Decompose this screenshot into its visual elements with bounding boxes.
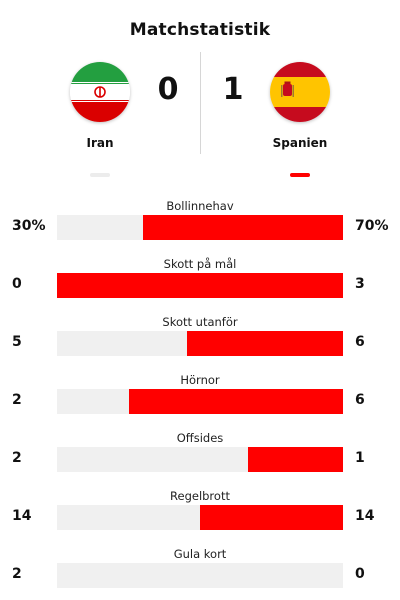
stat-row-corners: Hörnor 2 6 — [0, 373, 400, 421]
stat-row-shots-on-target: Skott på mål 0 3 — [0, 257, 400, 305]
stat-away-value: 1 — [355, 450, 365, 466]
stat-away-value: 6 — [355, 392, 365, 408]
stat-label: Regelbrott — [170, 489, 230, 503]
stat-away-value: 14 — [355, 508, 375, 524]
stat-row-possession: Bollinnehav 30% 70% — [0, 199, 400, 247]
stat-row-offsides: Offsides 2 1 — [0, 431, 400, 479]
stat-label: Skott på mål — [163, 257, 237, 271]
stat-bar — [57, 505, 343, 530]
home-team-name: Iran — [86, 136, 114, 150]
stat-away-value: 0 — [355, 566, 365, 582]
iran-flag-icon — [70, 62, 130, 122]
stat-home-value: 2 — [12, 566, 22, 582]
stat-home-value: 5 — [12, 334, 22, 350]
stat-label: Offsides — [176, 431, 224, 445]
stat-home-value: 14 — [12, 508, 32, 524]
stat-bar-fill — [57, 273, 343, 298]
away-team: Spanien — [265, 62, 335, 150]
stat-home-value: 2 — [12, 450, 22, 466]
stat-bar — [57, 389, 343, 414]
stat-home-value: 0 — [12, 276, 22, 292]
stat-bar-fill — [200, 505, 343, 530]
spain-flag-icon — [270, 62, 330, 122]
stat-bar — [57, 215, 343, 240]
stat-away-value: 70% — [355, 218, 389, 234]
stat-bar — [57, 331, 343, 356]
page-title: Matchstatistik — [129, 20, 271, 40]
stat-away-value: 3 — [355, 276, 365, 292]
stat-row-yellow-cards: Gula kort 2 0 — [0, 547, 400, 595]
score-divider — [200, 52, 201, 154]
stat-bar — [57, 447, 343, 472]
stat-label: Hörnor — [180, 373, 220, 387]
stat-bar — [57, 273, 343, 298]
stat-label: Skott utanför — [162, 315, 238, 329]
stat-bar-fill — [247, 447, 343, 472]
home-color-indicator — [90, 173, 110, 177]
stat-bar-fill — [128, 389, 343, 414]
stat-label: Gula kort — [173, 547, 227, 561]
stat-bar-fill — [187, 331, 343, 356]
away-color-indicator — [290, 173, 310, 177]
away-team-name: Spanien — [272, 136, 328, 150]
stat-away-value: 6 — [355, 334, 365, 350]
home-team: Iran — [65, 62, 135, 150]
stat-home-value: 30% — [12, 218, 46, 234]
stat-row-shots-off-target: Skott utanför 5 6 — [0, 315, 400, 363]
stat-home-value: 2 — [12, 392, 22, 408]
stat-bar — [57, 563, 343, 588]
stat-row-fouls: Regelbrott 14 14 — [0, 489, 400, 537]
home-score: 0 — [157, 72, 179, 107]
stat-label: Bollinnehav — [166, 199, 234, 213]
away-score: 1 — [222, 72, 244, 107]
stat-bar-fill — [142, 215, 343, 240]
